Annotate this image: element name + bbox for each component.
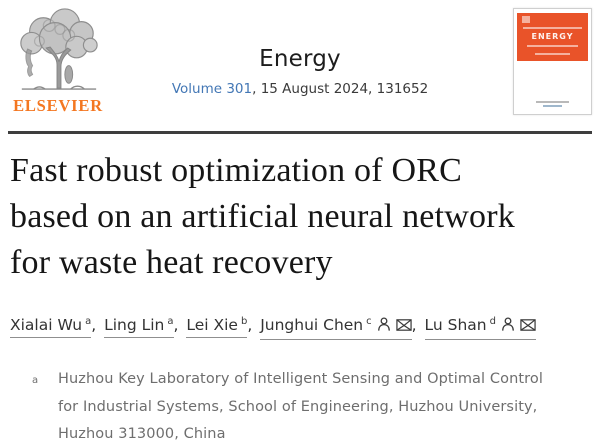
cover-band: ENERGY <box>517 13 588 61</box>
journal-header: Energy Volume 301, 15 August 2024, 13165… <box>110 46 490 97</box>
author-affiliation-sup: d <box>489 316 496 327</box>
affiliation-sup: a <box>32 375 39 386</box>
author-link-xialai-wu[interactable]: Xialai Wu a <box>10 316 92 339</box>
elsevier-tree-icon <box>14 6 102 94</box>
affiliation-list: a Huzhou Key Laboratory of Intelligent S… <box>10 366 562 446</box>
header-divider <box>8 131 592 134</box>
affiliation-text: Huzhou Key Laboratory of Intelligent Sen… <box>58 371 543 442</box>
article-title: Fast robust optimization of ORC based on… <box>10 152 515 281</box>
author-list: Xialai Wu a, Ling Lin a, Lei Xie b, Junghui… <box>10 316 536 341</box>
author-name: Junghui Chen <box>260 316 364 335</box>
elsevier-wordmark: ELSEVIER <box>13 96 103 115</box>
issue-info: , 15 August 2024, 131652 <box>252 81 429 97</box>
author-affiliation-sup: a <box>85 316 92 327</box>
cover-text-line <box>527 45 578 47</box>
person-icon <box>377 316 391 336</box>
affiliation-item: a Huzhou Key Laboratory of Intelligent S… <box>10 366 562 446</box>
author-link-ling-lin[interactable]: Ling Lin a <box>104 316 174 339</box>
author-link-lu-shan[interactable]: Lu Shan d <box>424 316 536 341</box>
author-link-junghui-chen[interactable]: Junghui Chen c <box>260 316 412 341</box>
author-affiliation-sup: b <box>240 316 248 327</box>
cover-footer-text <box>536 101 569 103</box>
author-name: Lei Xie <box>186 316 238 335</box>
person-icon <box>501 316 515 336</box>
cover-text-line <box>523 27 582 29</box>
volume-link[interactable]: Volume 301 <box>171 81 253 97</box>
journal-cover-thumbnail[interactable]: ENERGY <box>513 8 592 115</box>
email-icon <box>395 318 412 336</box>
author-separator: , <box>411 316 422 335</box>
cover-footer-link <box>543 105 562 107</box>
author-affiliation-sup: a <box>167 316 174 327</box>
email-icon <box>520 318 536 336</box>
cover-logo-mark <box>522 16 530 23</box>
cover-text-line <box>535 53 570 55</box>
author-name: Ling Lin <box>104 316 165 335</box>
author-separator: , <box>247 316 258 335</box>
journal-title: Energy <box>259 46 341 72</box>
author-name: Lu Shan <box>424 316 487 335</box>
author-separator: , <box>173 316 184 335</box>
cover-title: ENERGY <box>531 32 574 41</box>
author-link-lei-xie[interactable]: Lei Xie b <box>186 316 248 339</box>
elsevier-logo[interactable]: ELSEVIER <box>8 6 108 116</box>
author-name: Xialai Wu <box>10 316 83 335</box>
journal-issue-line: Volume 301, 15 August 2024, 131652 <box>110 81 490 97</box>
author-separator: , <box>91 316 102 335</box>
author-affiliation-sup: c <box>366 316 372 327</box>
